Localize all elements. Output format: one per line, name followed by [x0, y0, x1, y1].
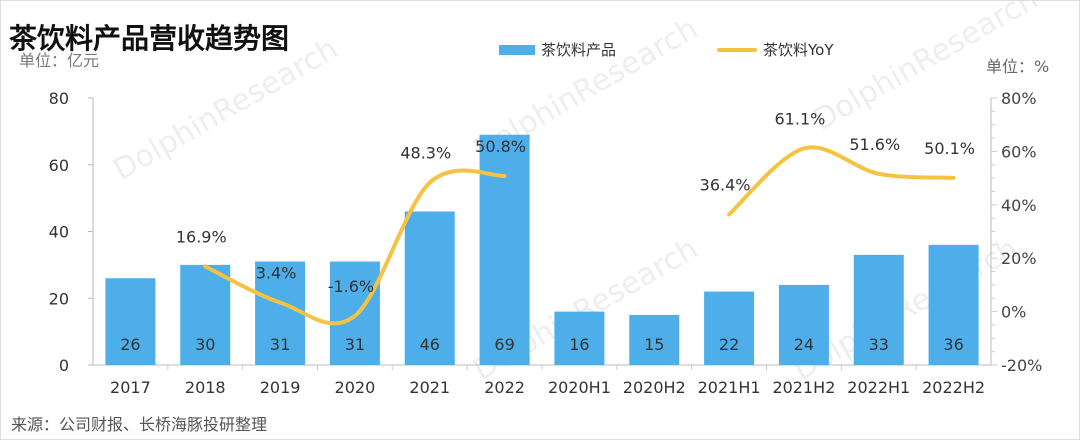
yoy-label-2021H2: 61.1%: [775, 109, 826, 128]
chart-title: 茶饮料产品营收趋势图: [9, 22, 290, 55]
watermark: DolphinResearch: [108, 31, 344, 188]
bar-2018: [180, 264, 231, 365]
x-tick-label: 2017: [110, 378, 151, 397]
bar-value-label: 26: [120, 335, 140, 354]
bar-value-label: 15: [644, 335, 664, 354]
x-tick-label: 2021: [409, 378, 450, 397]
bar-value-label: 31: [345, 335, 365, 354]
bar-value-label: 22: [719, 335, 739, 354]
yoy-label-2021H1: 36.4%: [700, 175, 751, 194]
bar-value-label: 36: [943, 335, 963, 354]
x-tick-label: 2018: [185, 378, 226, 397]
x-tick-label: 2021H2: [772, 378, 835, 397]
left-tick-label: 20: [49, 289, 69, 308]
bar-2022H1: [853, 254, 904, 365]
left-axis-unit: 单位：亿元: [19, 51, 100, 70]
x-tick-label: 2020: [335, 378, 376, 397]
bar-value-label: 16: [569, 335, 589, 354]
yoy-label-2022: 50.8%: [475, 137, 526, 156]
legend-line-swatch: [717, 47, 757, 52]
yoy-label-2022H1: 51.6%: [849, 135, 900, 154]
bar-2022H2: [928, 244, 979, 365]
legend-bar-label: 茶饮料产品: [541, 41, 617, 59]
watermark: DolphinResearch: [808, 1, 1044, 138]
yoy-line-segment-2: [727, 145, 956, 217]
bar-2021: [404, 211, 455, 365]
bar-2020H1: [554, 311, 605, 365]
right-tick-label: 20%: [1001, 249, 1037, 268]
legend-line-label: 茶饮料YoY: [763, 41, 834, 59]
x-tick-label: 2019: [260, 378, 301, 397]
source-note: 来源：公司财报、长桥海豚投研整理: [11, 415, 268, 434]
x-tick-label: 2022H1: [847, 378, 910, 397]
bar-2020H2: [629, 314, 680, 365]
x-tick-label: 2022: [484, 378, 525, 397]
yoy-label-2020: -1.6%: [328, 277, 374, 296]
legend-item-line: 茶饮料YoY: [717, 39, 834, 60]
bar-value-label: 46: [420, 335, 440, 354]
yoy-label-2018: 16.9%: [176, 227, 227, 246]
left-tick-label: 60: [49, 156, 69, 175]
left-tick-label: 0: [59, 356, 69, 375]
yoy-label-2022H2: 50.1%: [924, 139, 975, 158]
bar-value-label: 31: [270, 335, 290, 354]
x-tick-label: 2022H2: [922, 378, 985, 397]
x-tick-label: 2020H1: [548, 378, 611, 397]
right-axis-unit: 单位：%: [986, 57, 1050, 76]
bar-value-label: 33: [869, 335, 889, 354]
bar-2021H2: [778, 284, 829, 365]
right-tick-label: 0%: [1001, 303, 1026, 322]
bar-2021H1: [704, 291, 755, 365]
yoy-label-2019: 3.4%: [256, 264, 297, 283]
right-tick-label: 80%: [1001, 89, 1037, 108]
left-tick-label: 80: [49, 89, 69, 108]
bar-value-label: 69: [494, 335, 514, 354]
right-tick-label: 60%: [1001, 142, 1037, 161]
legend-bar-swatch: [499, 44, 535, 55]
bar-2017: [105, 278, 156, 365]
legend-item-bar: 茶饮料产品: [499, 39, 616, 60]
bar-value-label: 30: [195, 335, 215, 354]
left-tick-label: 40: [49, 223, 69, 242]
yoy-label-2021: 48.3%: [400, 144, 451, 163]
right-tick-label: -20%: [1001, 356, 1042, 375]
bar-2022: [479, 134, 530, 365]
x-tick-label: 2021H1: [698, 378, 761, 397]
bar-2019: [255, 261, 306, 365]
yoy-line-segment-1: [203, 168, 507, 326]
x-tick-label: 2020H2: [623, 378, 686, 397]
right-tick-label: 40%: [1001, 196, 1037, 215]
bar-value-label: 24: [794, 335, 814, 354]
